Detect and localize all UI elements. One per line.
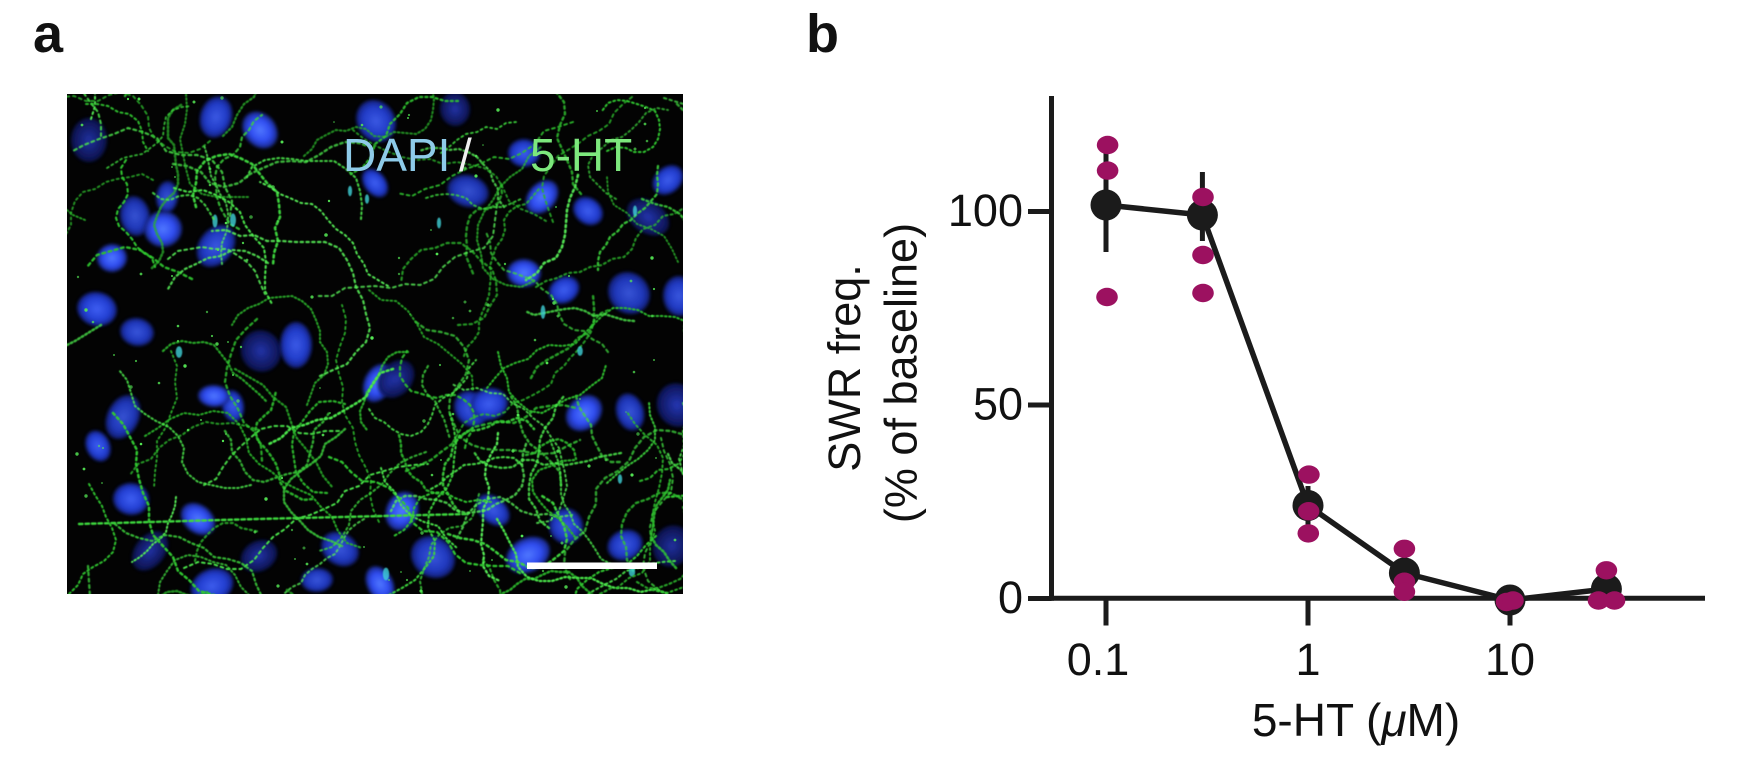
- svg-text:1: 1: [1295, 634, 1320, 685]
- svg-text:0.1: 0.1: [1067, 634, 1130, 685]
- svg-text:DAPI: DAPI: [343, 129, 450, 181]
- svg-text:(% of baseline): (% of baseline): [875, 223, 926, 523]
- svg-text:0: 0: [998, 572, 1023, 623]
- svg-text:100: 100: [948, 185, 1023, 236]
- svg-text:SWR freq.: SWR freq.: [819, 264, 870, 472]
- svg-text:10: 10: [1485, 634, 1535, 685]
- svg-text:5-HT (μM): 5-HT (μM): [1252, 694, 1460, 746]
- svg-text:5-HT: 5-HT: [530, 129, 632, 181]
- svg-text:50: 50: [973, 379, 1023, 430]
- svg-text:b: b: [806, 4, 839, 64]
- svg-text:/: /: [459, 129, 472, 181]
- svg-text:a: a: [33, 4, 64, 64]
